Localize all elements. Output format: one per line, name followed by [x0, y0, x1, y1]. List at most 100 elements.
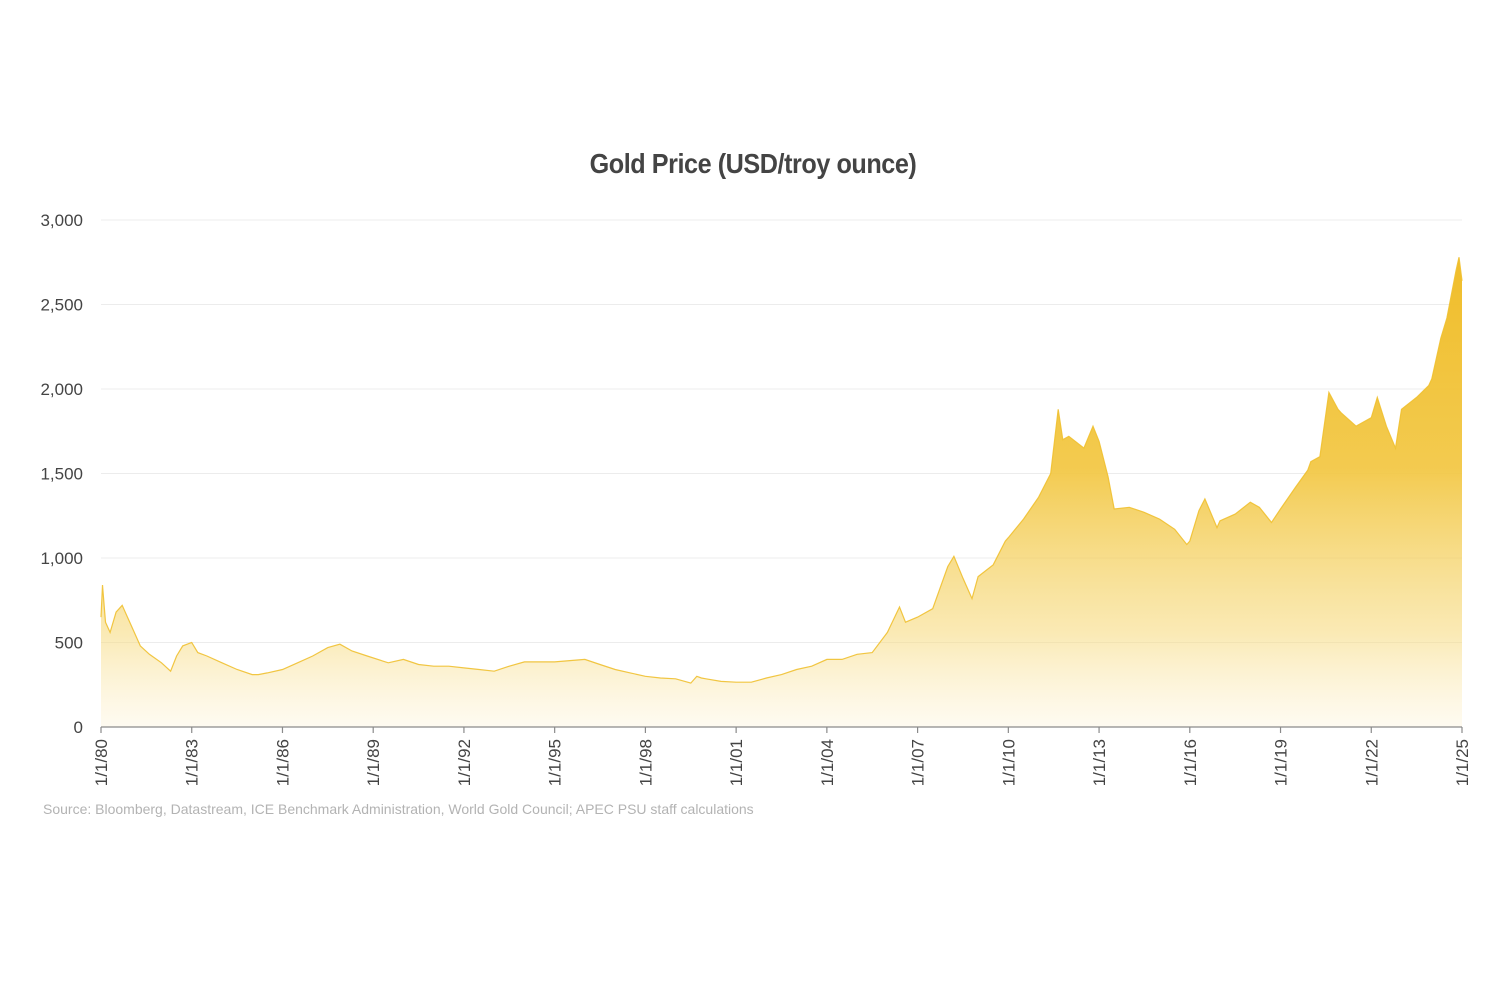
- data-point-75: [1023, 518, 1025, 520]
- x-tick-label-5: 1/1/95: [546, 739, 565, 786]
- data-point-58: [826, 659, 828, 661]
- data-point-111: [1386, 425, 1388, 427]
- data-point-18: [236, 669, 238, 671]
- data-point-12: [176, 655, 178, 657]
- y-tick-label-3: 1,500: [40, 465, 83, 484]
- data-point-98: [1259, 507, 1261, 509]
- data-point-94: [1216, 527, 1218, 529]
- x-tick-labels: 1/1/80 1/1/83 1/1/86 1/1/89 1/1/92 1/1/95 1/1/…: [92, 739, 1472, 786]
- y-tick-label-5: 2,500: [40, 296, 83, 315]
- data-point-68: [953, 556, 955, 558]
- data-point-57: [811, 665, 813, 667]
- x-tick-label-6: 1/1/98: [636, 739, 655, 786]
- data-point-63: [899, 606, 901, 608]
- data-point-84: [1107, 476, 1109, 478]
- data-point-97: [1250, 501, 1252, 503]
- data-point-65: [917, 616, 919, 618]
- x-tick-label-15: 1/1/25: [1453, 739, 1472, 786]
- data-point-86: [1129, 507, 1131, 509]
- data-point-26: [339, 643, 341, 645]
- data-point-79: [1062, 439, 1064, 441]
- data-point-19: [251, 674, 253, 676]
- data-point-82: [1092, 425, 1094, 427]
- data-point-105: [1328, 392, 1330, 394]
- x-tick-label-14: 1/1/22: [1362, 739, 1381, 786]
- data-point-29: [388, 662, 390, 664]
- data-point-41: [599, 664, 601, 666]
- data-point-77: [1050, 473, 1052, 475]
- chart-title: Gold Price (USD/troy ounce): [589, 148, 917, 179]
- data-point-34: [463, 667, 465, 669]
- data-point-96: [1234, 513, 1236, 515]
- data-point-106: [1337, 409, 1339, 411]
- data-point-80: [1068, 436, 1070, 438]
- data-point-17: [221, 662, 223, 664]
- data-point-83: [1098, 441, 1100, 443]
- data-point-114: [1416, 397, 1418, 399]
- data-point-1: [102, 584, 104, 586]
- data-point-48: [696, 676, 698, 678]
- data-point-121: [1461, 280, 1463, 282]
- data-point-38: [524, 661, 526, 663]
- y-tick-label-6: 3,000: [40, 211, 83, 230]
- data-point-40: [584, 659, 586, 661]
- data-point-69: [962, 578, 964, 580]
- data-point-120: [1458, 256, 1460, 258]
- series-area-layer: [100, 256, 1463, 727]
- data-point-24: [312, 655, 314, 657]
- data-point-95: [1219, 520, 1221, 522]
- data-point-39: [554, 661, 556, 663]
- data-point-117: [1440, 338, 1442, 340]
- y-tick-label-2: 1,000: [40, 549, 83, 568]
- x-tick-label-9: 1/1/07: [909, 739, 928, 786]
- data-point-104: [1319, 456, 1321, 458]
- data-point-33: [448, 665, 450, 667]
- data-point-20: [258, 674, 260, 676]
- data-point-55: [781, 674, 783, 676]
- x-tick-label-8: 1/1/04: [818, 739, 837, 786]
- x-tick-label-7: 1/1/01: [727, 739, 746, 786]
- data-point-89: [1174, 529, 1176, 531]
- data-point-92: [1198, 510, 1200, 512]
- data-point-6: [127, 618, 129, 620]
- data-point-30: [403, 659, 405, 661]
- data-point-3: [109, 632, 111, 634]
- data-point-51: [720, 681, 722, 683]
- data-point-46: [675, 678, 677, 680]
- data-point-15: [197, 652, 199, 654]
- data-point-32: [433, 665, 435, 667]
- data-point-0: [100, 616, 102, 618]
- data-point-112: [1395, 447, 1397, 449]
- data-point-74: [1008, 537, 1010, 539]
- data-point-42: [614, 669, 616, 671]
- data-point-2: [105, 621, 107, 623]
- data-point-21: [267, 672, 269, 674]
- data-point-110: [1377, 397, 1379, 399]
- data-point-62: [887, 632, 889, 634]
- y-tick-labels: 0 500 1,000 1,500 2,000 2,500 3,000: [40, 211, 83, 737]
- data-point-10: [161, 662, 163, 664]
- data-point-5: [121, 605, 123, 607]
- x-tick-label-0: 1/1/80: [92, 739, 111, 786]
- data-point-88: [1159, 518, 1161, 520]
- data-point-115: [1428, 385, 1430, 387]
- data-point-70: [971, 598, 973, 600]
- data-point-87: [1144, 512, 1146, 514]
- data-point-101: [1295, 486, 1297, 488]
- data-point-11: [170, 670, 172, 672]
- x-tick-label-10: 1/1/10: [999, 739, 1018, 786]
- data-point-35: [478, 669, 480, 671]
- x-tick-label-2: 1/1/86: [273, 739, 292, 786]
- data-point-73: [1005, 540, 1007, 542]
- data-point-103: [1310, 461, 1312, 463]
- data-point-78: [1057, 409, 1059, 411]
- data-point-100: [1280, 508, 1282, 510]
- data-point-7: [134, 632, 136, 634]
- axes: [100, 726, 1463, 733]
- x-tick-label-1: 1/1/83: [183, 739, 202, 786]
- series-area-0: [101, 257, 1462, 727]
- data-point-118: [1446, 317, 1448, 319]
- x-tick-label-3: 1/1/89: [364, 739, 383, 786]
- data-point-61: [871, 652, 873, 654]
